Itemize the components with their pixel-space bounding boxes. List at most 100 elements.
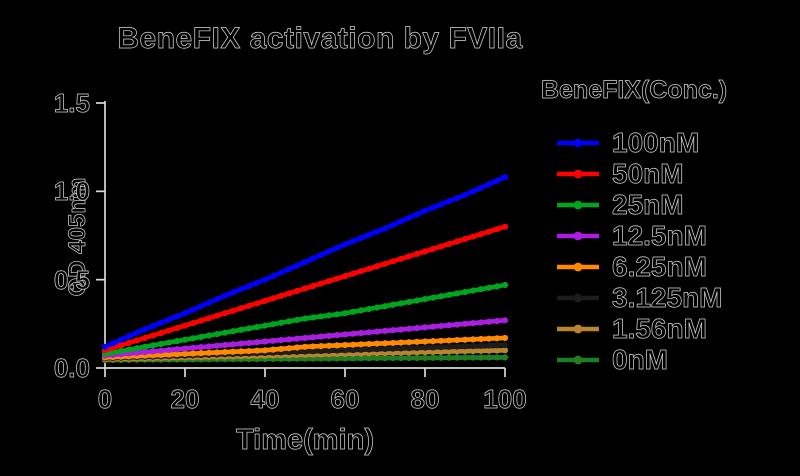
series-marker-6.25nM <box>453 336 461 344</box>
series-marker-50nM <box>501 223 509 230</box>
x-tick-label: 40 <box>250 384 280 415</box>
series-marker-6.25nM <box>301 343 309 350</box>
series-marker-3.125nM <box>413 344 421 352</box>
series-marker-1.56nM <box>469 347 477 355</box>
series-marker-25nM <box>493 283 501 290</box>
series-marker-100nM <box>469 188 477 195</box>
series-marker-3.125nM <box>485 342 493 349</box>
series-marker-6.25nM <box>221 349 229 356</box>
series-marker-25nM <box>301 315 309 322</box>
series-marker-12.5nM <box>373 328 381 335</box>
series-marker-100nM <box>413 211 421 218</box>
series-marker-12.5nM <box>141 349 149 356</box>
series-marker-12.5nM <box>461 320 469 327</box>
series-marker-0nM <box>341 355 349 362</box>
series-marker-100nM <box>437 201 445 208</box>
series-marker-25nM <box>357 307 365 314</box>
series-marker-50nM <box>293 287 301 295</box>
series-marker-12.5nM <box>189 344 197 351</box>
series-marker-50nM <box>413 250 421 257</box>
series-marker-3.125nM <box>333 347 341 354</box>
series-marker-50nM <box>493 226 501 233</box>
series-marker-12.5nM <box>437 322 445 330</box>
series-marker-100nM <box>197 303 205 310</box>
series-marker-0nM <box>405 354 413 362</box>
series-marker-50nM <box>301 285 309 292</box>
series-marker-12.5nM <box>173 346 181 353</box>
legend-item-50nM: 50nM <box>556 158 684 190</box>
series-marker-25nM <box>389 301 397 308</box>
series-marker-50nM <box>261 297 269 304</box>
series-marker-100nM <box>173 313 181 320</box>
series-marker-3.125nM <box>301 348 309 355</box>
series-marker-1.56nM <box>421 349 429 356</box>
series-marker-3.125nM <box>293 348 301 355</box>
series-marker-3.125nM <box>429 344 437 351</box>
series-marker-50nM <box>445 240 453 248</box>
series-marker-12.5nM <box>237 340 245 347</box>
series-marker-50nM <box>357 268 365 275</box>
series-marker-0nM <box>413 354 421 362</box>
series-marker-1.56nM <box>413 349 421 356</box>
series-marker-25nM <box>341 310 349 317</box>
series-marker-3.125nM <box>357 346 365 353</box>
series-marker-100nM <box>125 333 133 340</box>
series-marker-100nM <box>317 251 325 259</box>
series-marker-0nM <box>445 354 453 361</box>
series-marker-25nM <box>469 287 477 294</box>
legend-label: 0nM <box>612 344 669 376</box>
series-marker-100nM <box>333 244 341 251</box>
series-marker-25nM <box>269 321 277 328</box>
series-marker-12.5nM <box>429 323 437 330</box>
series-marker-50nM <box>309 282 317 290</box>
series-marker-1.56nM <box>493 347 501 354</box>
series-marker-12.5nM <box>285 336 293 343</box>
series-marker-50nM <box>213 312 221 319</box>
series-marker-1.56nM <box>405 349 413 356</box>
series-marker-3.125nM <box>309 348 317 355</box>
series-marker-25nM <box>125 346 133 353</box>
legend-label: 50nM <box>612 158 684 190</box>
series-marker-6.25nM <box>429 338 437 345</box>
series-marker-1.56nM <box>445 348 453 355</box>
series-marker-50nM <box>253 300 261 307</box>
series-marker-50nM <box>229 307 237 314</box>
series-marker-3.125nM <box>349 346 357 354</box>
x-tick-label: 80 <box>410 384 440 415</box>
series-marker-3.125nM <box>397 345 405 352</box>
legend-item-6.25nM: 6.25nM <box>556 251 707 282</box>
series-marker-100nM <box>357 234 365 242</box>
series-marker-0nM <box>421 354 429 362</box>
x-tick-label: 100 <box>483 384 527 415</box>
series-marker-25nM <box>349 308 357 315</box>
series-marker-1.56nM <box>461 348 469 355</box>
series-marker-12.5nM <box>389 327 397 334</box>
series-marker-12.5nM <box>269 337 277 344</box>
legend-item-12.5nM: 12.5nM <box>556 220 707 251</box>
series-marker-12.5nM <box>205 343 213 350</box>
series-marker-50nM <box>325 277 333 285</box>
legend-item-1.56nM: 1.56nM <box>556 313 707 344</box>
series-marker-100nM <box>261 276 269 283</box>
series-marker-12.5nM <box>301 334 309 342</box>
series-marker-3.125nM <box>421 344 429 351</box>
series-marker-3.125nM <box>365 346 373 353</box>
series-marker-100nM <box>453 194 461 202</box>
series-marker-12.5nM <box>165 346 173 354</box>
series-marker-100nM <box>157 319 165 326</box>
legend-swatch-icon <box>557 293 599 303</box>
x-axis-label: Time(min) <box>235 424 375 457</box>
legend-item-100nM: 100nM <box>556 127 700 158</box>
series-marker-12.5nM <box>445 322 453 329</box>
series-marker-25nM <box>413 297 421 304</box>
series-marker-6.25nM <box>493 335 501 342</box>
series-marker-6.25nM <box>333 342 341 349</box>
series-marker-12.5nM <box>181 345 189 352</box>
series-marker-100nM <box>293 262 301 269</box>
series-marker-12.5nM <box>397 326 405 333</box>
series-marker-100nM <box>109 340 117 347</box>
series-marker-3.125nM <box>373 346 381 353</box>
series-marker-25nM <box>149 342 157 349</box>
legend-swatch-icon <box>557 262 599 272</box>
